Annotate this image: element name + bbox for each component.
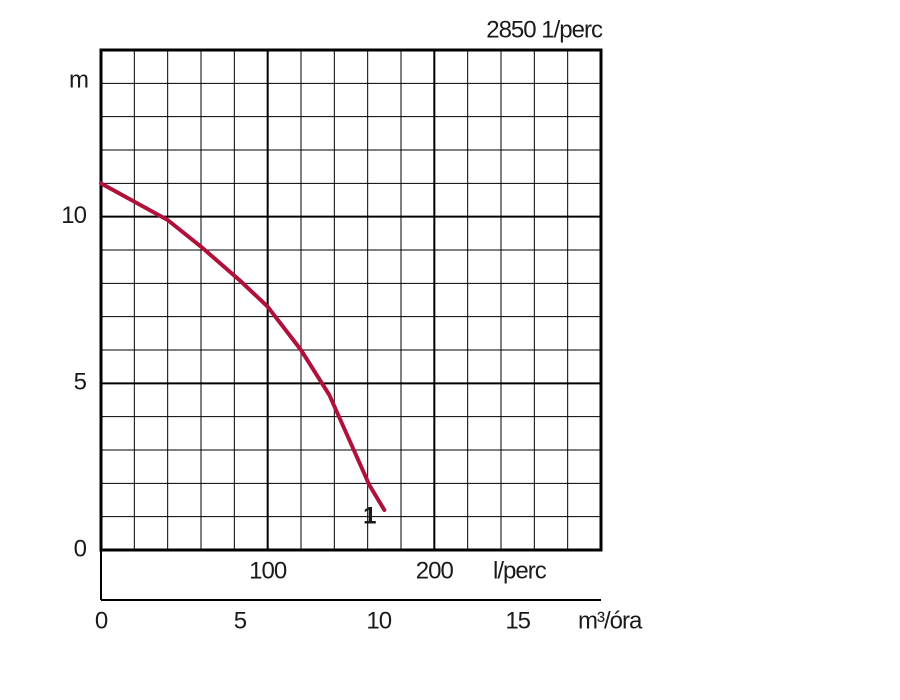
chart-title: 2850 1/perc <box>486 16 603 43</box>
y-axis-label: m <box>69 66 88 93</box>
curve <box>99 181 387 512</box>
x2-axis-label: m³/óra <box>578 607 643 634</box>
y-tick-label: 10 <box>61 202 86 229</box>
x2-tick-label: 5 <box>234 607 247 634</box>
plot-frame <box>99 48 603 552</box>
y-tick-label: 0 <box>74 535 87 562</box>
x-tick-label: 100 <box>249 557 287 584</box>
y-tick-label: 5 <box>74 369 87 396</box>
x2-tick-label: 10 <box>366 607 391 634</box>
curve-label: 1 <box>363 502 376 529</box>
x2-tick-label: 15 <box>505 607 530 634</box>
x2-tick-label: 0 <box>95 607 108 634</box>
x-axis-label: l/perc <box>493 557 547 584</box>
x-tick-label: 200 <box>416 557 454 584</box>
